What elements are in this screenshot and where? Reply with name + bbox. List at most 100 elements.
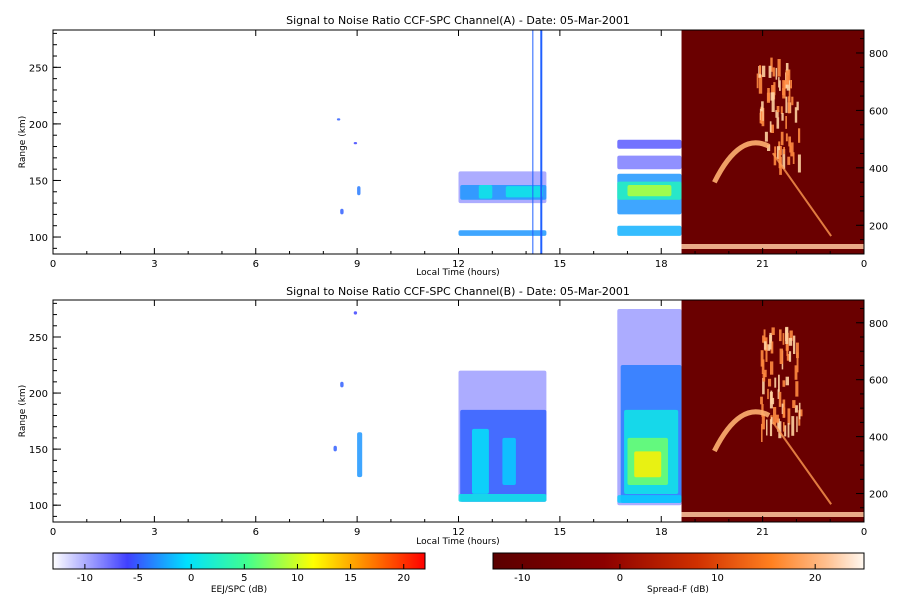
spreadf-streak [796,101,799,111]
spreadf-streak [799,409,803,417]
echo-block [617,495,682,503]
colorbar-spreadf-label: Spread-F (dB) [647,585,709,595]
spreadf-streak [771,417,773,425]
colorbar-eej-label: EEJ/SPC (dB) [211,585,267,595]
panel-b-title: Signal to Noise Ratio CCF-SPC Channel(B)… [286,285,630,298]
spreadf-streak [758,74,763,94]
spreadf-streak [767,388,769,400]
spreadf-streak [760,396,763,405]
spreadf-streak [788,96,791,114]
echo-block [627,185,672,197]
spreadf-streak [769,419,773,437]
panel-a-right-axis: 200 400 600 800 [856,38,888,241]
spreadf-streak [784,425,787,437]
spreadf-streak [791,96,794,106]
spreadf-streak [775,67,778,80]
spreadf-streak [781,403,784,414]
colorbar-tick-label: 20 [809,573,822,584]
colorbar-tick-label: 0 [188,573,194,584]
spreadf-streak [788,337,793,346]
echo-block [617,155,682,170]
spreadf-streak [759,65,762,74]
y-tick-label: 100 [29,233,48,244]
right-tick-label: 600 [869,106,888,117]
x-tick-label: 21 [756,527,769,538]
spreadf-streak [794,107,798,123]
spreadf-streak [760,111,763,124]
spreadf-streak [775,110,779,118]
spreadf-streak [780,106,783,114]
spreadf-plume-arc [712,409,771,453]
panel-a-x-axis: 0 3 6 9 12 15 18 21 0 [50,30,867,270]
colorbar-tick-label: 0 [617,573,623,584]
colorbar-eej: -10 -5 0 5 10 15 20 EEJ/SPC (dB) [52,552,426,595]
spreadf-streak [796,416,798,433]
spreadf-streak [785,63,789,76]
spreadf-streak [768,65,772,78]
spreadf-streak [787,423,790,438]
colorbar-tick-label: -10 [514,573,530,584]
echo-block [340,381,344,388]
spreadf-streak [769,334,772,350]
spreadf-tail [771,152,832,237]
spreadf-streak [762,335,765,343]
y-tick-label: 250 [29,63,48,74]
spreadf-streak [761,101,764,121]
spreadf-plume-arc [712,140,771,184]
spreadf-streak [772,67,775,77]
spreadf-streak [756,73,759,89]
panel-a-title: Signal to Noise Ratio CCF-SPC Channel(A)… [286,14,630,27]
spreadf-streak [782,407,786,418]
spreadf-streak [793,335,796,354]
spreadf-streak [792,152,795,164]
colorbar-tick-label: 10 [711,573,724,584]
spreadf-streak [777,59,781,77]
colorbar-spreadf-gradient [492,552,865,570]
right-tick-label: 200 [869,490,888,501]
colorbar-spreadf: -10 0 10 20 Spread-F (dB) [492,552,865,595]
echo-block [634,451,662,478]
right-tick-label: 400 [869,433,888,444]
spreadf-streak [774,377,777,388]
colorbar-spreadf-ticks: -10 0 10 20 [514,564,822,584]
echo-block [336,118,341,121]
spreadf-streak [788,85,791,101]
spreadf-streak [771,92,775,112]
spreadf-streak [764,369,767,378]
colorbar-eej-gradient [52,552,426,570]
y-tick-label: 100 [29,501,48,512]
spreadf-streak [779,348,783,364]
x-tick-label: 18 [655,527,668,538]
echo-block [505,186,543,198]
spreadf-streak [762,378,765,395]
x-tick-label: 21 [756,259,769,270]
spreadf-streak [773,407,777,425]
spreadf-streak [785,96,788,113]
echo-block [458,230,547,236]
x-tick-label: 0 [861,527,867,538]
x-tick-label: 18 [655,259,668,270]
spreadf-streak [782,380,786,387]
spreadf-streak [777,146,780,160]
spreadf-streak [777,389,780,399]
x-tick-label: 6 [253,259,259,270]
colorbar-tick-label: -10 [77,573,93,584]
panel-b-echo-marks [333,309,682,506]
spreadf-background [681,300,864,522]
x-tick-label: 9 [354,527,360,538]
y-tick-label: 150 [29,445,48,456]
colorbar-eej-ticks: -10 -5 0 5 10 15 20 [77,564,410,584]
echo-block [617,225,682,236]
spreadf-streak [783,147,785,155]
spreadf-streak [778,391,782,407]
spreadf-streak [776,106,780,113]
echo-block [353,311,358,315]
spreadf-streak [788,69,791,88]
spreadf-streak [765,343,768,362]
spreadf-streak [785,133,788,142]
spreadf-streak [763,329,766,344]
y-tick-label: 200 [29,389,48,400]
spreadf-streak [778,421,782,439]
spreadf-streak [781,113,784,121]
